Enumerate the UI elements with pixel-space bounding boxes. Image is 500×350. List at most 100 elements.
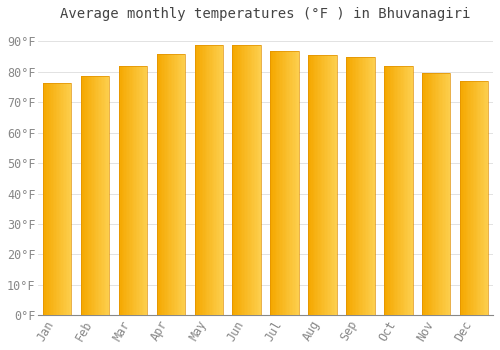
Bar — [156, 54, 158, 315]
Bar — [372, 57, 373, 315]
Bar — [401, 66, 402, 315]
Bar — [276, 51, 278, 315]
Bar — [57, 83, 58, 315]
Bar — [370, 57, 372, 315]
Bar — [289, 51, 290, 315]
Bar — [199, 44, 200, 315]
Bar — [216, 44, 218, 315]
Bar — [321, 55, 322, 315]
Bar — [96, 76, 98, 315]
Bar — [213, 44, 214, 315]
Bar — [164, 54, 165, 315]
Bar — [146, 66, 147, 315]
Bar — [81, 76, 110, 315]
Bar — [484, 81, 486, 315]
Bar — [220, 44, 222, 315]
Bar — [480, 81, 481, 315]
Bar — [46, 83, 47, 315]
Bar — [130, 66, 132, 315]
Bar — [156, 54, 185, 315]
Bar — [442, 74, 444, 315]
Bar — [106, 76, 108, 315]
Bar — [137, 66, 138, 315]
Bar — [352, 57, 354, 315]
Bar — [460, 81, 462, 315]
Bar — [311, 55, 312, 315]
Bar — [278, 51, 279, 315]
Bar — [244, 44, 246, 315]
Bar — [198, 44, 199, 315]
Bar — [288, 51, 289, 315]
Bar — [254, 44, 255, 315]
Bar — [108, 76, 110, 315]
Bar — [124, 66, 126, 315]
Bar — [386, 66, 387, 315]
Bar — [360, 57, 362, 315]
Bar — [369, 57, 370, 315]
Bar — [222, 44, 223, 315]
Bar — [47, 83, 48, 315]
Bar — [238, 44, 240, 315]
Bar — [246, 44, 248, 315]
Bar — [434, 74, 435, 315]
Bar — [310, 55, 311, 315]
Bar — [170, 54, 171, 315]
Bar — [346, 57, 348, 315]
Bar — [56, 83, 57, 315]
Bar — [429, 74, 430, 315]
Bar — [52, 83, 53, 315]
Bar — [100, 76, 101, 315]
Bar — [162, 54, 164, 315]
Bar — [105, 76, 106, 315]
Bar — [438, 74, 439, 315]
Bar — [54, 83, 56, 315]
Bar — [478, 81, 480, 315]
Bar — [448, 74, 449, 315]
Bar — [426, 74, 428, 315]
Bar — [398, 66, 400, 315]
Bar — [292, 51, 293, 315]
Bar — [283, 51, 284, 315]
Bar — [84, 76, 85, 315]
Bar — [476, 81, 477, 315]
Bar — [332, 55, 334, 315]
Bar — [286, 51, 288, 315]
Bar — [178, 54, 180, 315]
Bar — [481, 81, 482, 315]
Bar — [359, 57, 360, 315]
Bar — [70, 83, 71, 315]
Bar — [312, 55, 314, 315]
Bar — [274, 51, 276, 315]
Bar — [487, 81, 488, 315]
Bar — [174, 54, 175, 315]
Bar — [120, 66, 122, 315]
Bar — [440, 74, 442, 315]
Bar — [364, 57, 366, 315]
Bar — [202, 44, 203, 315]
Bar — [402, 66, 404, 315]
Bar — [356, 57, 358, 315]
Bar — [101, 76, 102, 315]
Bar — [50, 83, 51, 315]
Bar — [331, 55, 332, 315]
Bar — [128, 66, 130, 315]
Bar — [209, 44, 210, 315]
Bar — [181, 54, 182, 315]
Bar — [98, 76, 100, 315]
Bar — [240, 44, 241, 315]
Bar — [68, 83, 70, 315]
Bar — [232, 44, 261, 315]
Bar — [422, 74, 424, 315]
Bar — [314, 55, 316, 315]
Bar — [62, 83, 63, 315]
Bar — [279, 51, 280, 315]
Bar — [326, 55, 327, 315]
Bar — [410, 66, 411, 315]
Bar — [404, 66, 406, 315]
Bar — [368, 57, 369, 315]
Bar — [391, 66, 392, 315]
Bar — [234, 44, 235, 315]
Bar — [60, 83, 62, 315]
Bar — [88, 76, 90, 315]
Bar — [194, 44, 196, 315]
